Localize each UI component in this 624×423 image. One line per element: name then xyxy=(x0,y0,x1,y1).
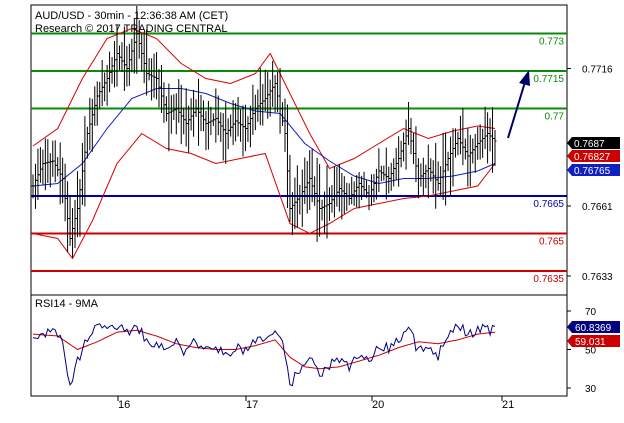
time-tick-label: 20 xyxy=(372,399,384,411)
level-label: 0.765 xyxy=(539,237,564,248)
last-value-tag xyxy=(567,137,620,149)
price-tick-label: 0.7633 xyxy=(582,272,613,283)
price-tick-label: 0.7661 xyxy=(582,202,613,213)
rsi-panel-frame xyxy=(30,294,568,397)
rsi-panel-title: RSI14 - 9MA xyxy=(35,298,99,310)
rsi-tick-label: 50 xyxy=(585,346,597,357)
last-value-label: 0.76827 xyxy=(574,152,611,163)
price-panel: AUD/USD - 30min - 12:36:38 AM (CET) Rese… xyxy=(30,4,620,296)
time-axis: 16 17 20 21 xyxy=(117,396,514,411)
rsi-last-value-tag xyxy=(567,335,620,347)
forecast-arrow xyxy=(507,70,530,139)
rsi-series xyxy=(32,323,496,387)
arrow-shaft xyxy=(507,81,526,139)
time-tick-label: 17 xyxy=(246,399,258,411)
rsi-ma-line xyxy=(32,329,496,370)
arrow-head xyxy=(519,70,530,86)
price-tick-label: 0.7716 xyxy=(582,65,613,76)
last-value-tag xyxy=(567,150,620,162)
last-value-tags: 0.7687 0.76827 0.76765 xyxy=(567,137,620,177)
time-tick-label: 16 xyxy=(118,399,130,411)
rsi-last-value-tag xyxy=(567,321,620,333)
last-value-label: 0.76765 xyxy=(574,166,611,177)
price-axis-ticks: 0.7716 0.7661 0.7633 xyxy=(567,65,613,283)
last-value-label: 0.7687 xyxy=(574,139,605,150)
chart-header-line1: AUD/USD - 30min - 12:36:38 AM (CET) xyxy=(35,10,228,22)
rsi-tick-label: 30 xyxy=(585,384,597,395)
level-label: 0.7665 xyxy=(533,199,564,210)
bollinger-lower-line xyxy=(32,132,496,260)
rsi-panel: RSI14 - 9MA 70 50 30 60.8369 59.031 xyxy=(30,294,620,397)
bollinger-upper-line xyxy=(32,27,496,170)
price-series xyxy=(31,5,497,258)
rsi-axis-ticks: 70 50 30 xyxy=(567,307,597,395)
level-label: 0.7635 xyxy=(533,274,564,285)
rsi-last-value-label: 60.8369 xyxy=(575,323,612,334)
price-panel-frame xyxy=(30,4,568,296)
last-value-tag xyxy=(567,164,620,176)
level-label: 0.7715 xyxy=(533,74,564,85)
time-tick-label: 21 xyxy=(502,399,514,411)
level-lines: 0.773 0.7715 0.77 0.7665 0.765 0.7635 xyxy=(31,32,567,285)
rsi-tick-label: 70 xyxy=(585,307,597,318)
rsi-last-value-label: 59.031 xyxy=(575,337,606,348)
rsi-line xyxy=(32,323,496,387)
level-label: 0.77 xyxy=(545,112,565,123)
rsi-last-value-tags: 60.8369 59.031 xyxy=(567,321,620,348)
level-label: 0.773 xyxy=(539,37,564,48)
